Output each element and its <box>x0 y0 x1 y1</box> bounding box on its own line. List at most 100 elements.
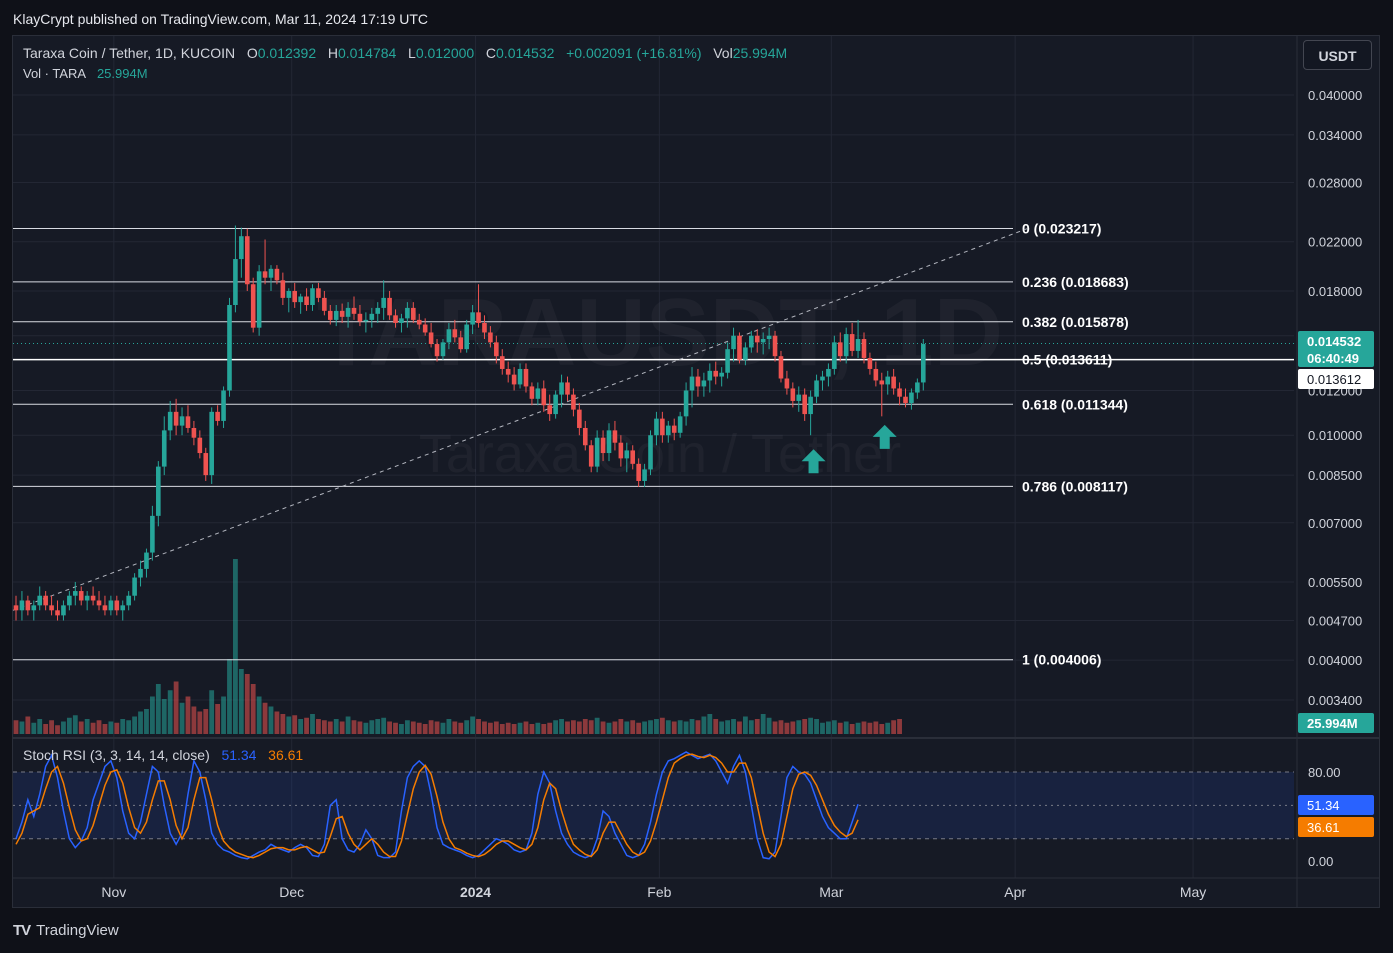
volume-bar <box>594 717 600 734</box>
candle-body <box>594 437 600 467</box>
volume-bar <box>78 721 84 734</box>
candle <box>286 288 292 313</box>
currency-button[interactable]: USDT <box>1303 40 1372 70</box>
volume-bar <box>333 719 339 734</box>
candle <box>197 430 203 459</box>
volume-bar <box>102 724 108 734</box>
volume-bar <box>298 719 304 734</box>
volume-bar <box>677 720 683 734</box>
volume-bar <box>843 721 849 734</box>
rsi-tick-label: 0.00 <box>1308 854 1333 869</box>
volume-bar <box>571 720 576 734</box>
volume-bar <box>215 704 221 734</box>
candle-body <box>322 297 327 311</box>
volume-bar <box>416 722 422 734</box>
x-axis-label: Dec <box>279 884 304 900</box>
candle-body <box>440 342 446 357</box>
volume-bar <box>375 719 381 734</box>
candle <box>369 307 375 328</box>
candle-body <box>612 430 618 443</box>
up-arrow-icon <box>872 424 897 449</box>
candle-body <box>648 435 653 470</box>
candle-body <box>221 390 226 421</box>
candle <box>920 339 926 391</box>
candle <box>31 600 37 621</box>
price-tick-label: 0.005500 <box>1308 575 1362 590</box>
candle <box>725 342 730 379</box>
candle-body <box>120 605 126 611</box>
open-value: 0.012392 <box>257 45 317 61</box>
candle-body <box>298 296 303 303</box>
candle-body <box>606 430 612 454</box>
volume-legend[interactable]: Vol · TARA 25.994M <box>23 66 148 81</box>
candle <box>855 319 861 358</box>
candle-body <box>78 591 84 601</box>
candle-body <box>84 595 90 601</box>
volume-legend-value: 25.994M <box>96 66 148 81</box>
candle <box>547 394 552 421</box>
candle <box>144 548 149 578</box>
fib-level-label: 0.618 (0.011344) <box>1022 396 1128 412</box>
candle-body <box>618 442 624 459</box>
volume-bar <box>855 722 861 734</box>
x-axis-label: Feb <box>647 884 671 900</box>
candle <box>671 418 677 441</box>
close-label: C <box>485 45 497 61</box>
volume-bar <box>754 719 760 734</box>
candle <box>274 265 280 285</box>
last-price-badge-bg <box>1298 331 1374 367</box>
stoch-rsi-legend[interactable]: Stoch RSI (3, 3, 14, 14, close) 51.34 36… <box>23 747 303 763</box>
candle-body <box>357 313 363 322</box>
candle <box>541 380 547 412</box>
candle <box>108 595 114 616</box>
price-tick-label: 0.018000 <box>1308 284 1362 299</box>
volume-bar <box>849 724 855 734</box>
volume-bar <box>304 717 309 734</box>
candle <box>191 420 197 446</box>
candle-body <box>55 610 60 616</box>
candle <box>820 370 825 391</box>
candle-body <box>132 577 137 596</box>
candle <box>867 352 873 375</box>
low-label: L <box>408 45 416 61</box>
candle-body <box>766 335 772 340</box>
candle <box>167 400 173 441</box>
volume-bar <box>879 724 885 734</box>
candle-body <box>73 591 78 596</box>
candle <box>399 313 404 333</box>
candle-body <box>784 378 790 389</box>
candle-body <box>197 437 203 454</box>
candle <box>778 350 784 383</box>
volume-bar <box>84 719 90 734</box>
volume-bar <box>381 717 387 734</box>
volume-bar <box>452 721 458 734</box>
x-axis-label: 2024 <box>460 884 491 900</box>
footer-brand[interactable]: TV TradingView <box>13 922 119 939</box>
volume-bar <box>523 721 529 734</box>
candle-body <box>375 307 381 314</box>
volume-bar <box>191 706 197 734</box>
volume-bar <box>873 721 879 734</box>
candle <box>452 319 458 343</box>
candle-body <box>310 288 315 306</box>
candle-body <box>351 307 357 314</box>
volume-bar <box>345 716 351 734</box>
candle <box>642 463 647 487</box>
stoch-rsi-k-value: 51.34 <box>221 747 257 763</box>
candle-body <box>185 416 191 428</box>
price-tick-label: 0.040000 <box>1308 88 1362 103</box>
crosshair-price-badge: 0.013612 <box>1298 369 1374 389</box>
candle-body <box>695 376 701 387</box>
volume-bar <box>37 719 43 734</box>
volume-bar <box>505 722 511 734</box>
candle <box>618 435 624 467</box>
last-price-badge: 0.014532 06:40:49 <box>1298 331 1374 367</box>
candle-body <box>31 605 37 611</box>
price-tick-label: 0.003400 <box>1308 693 1362 708</box>
candle-body <box>256 271 262 328</box>
candle <box>179 407 185 436</box>
candle <box>535 382 541 406</box>
symbol-legend[interactable]: Taraxa Coin / Tether, 1D, KUCOIN O0.0123… <box>23 45 787 61</box>
candle-body <box>428 332 434 345</box>
